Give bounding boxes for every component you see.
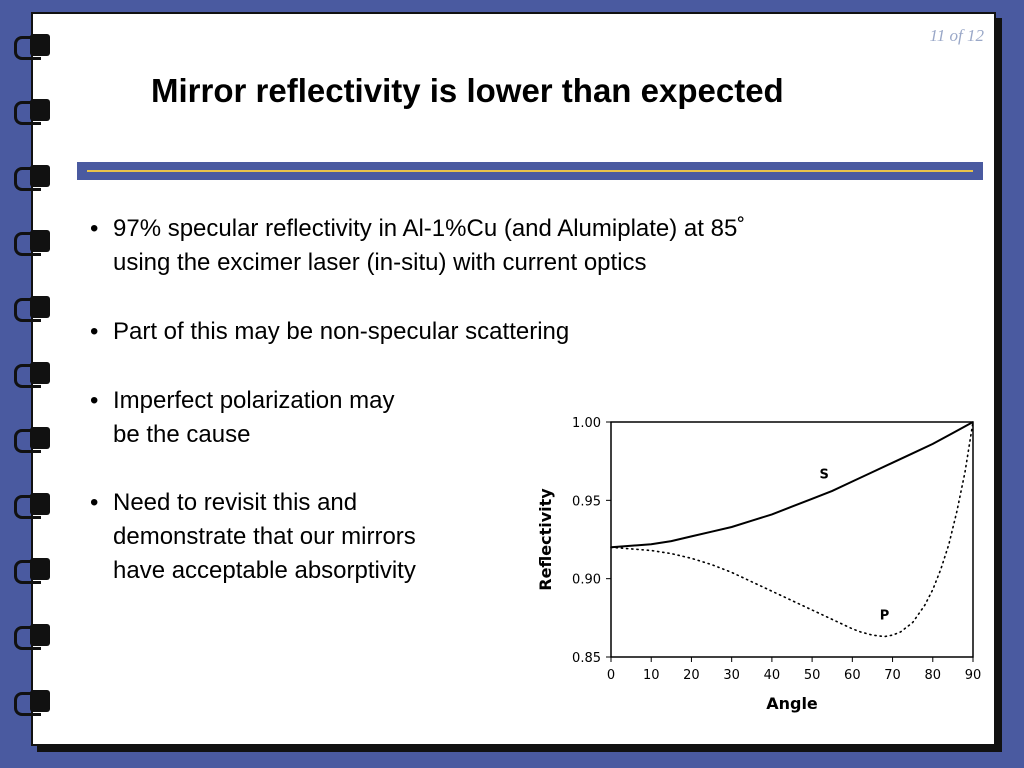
x-tick-label: 40 bbox=[764, 668, 781, 683]
bullet-line: Part of this may be non-specular scatter… bbox=[113, 318, 570, 345]
page-number: 11 of 12 bbox=[929, 26, 984, 45]
binder-ring-icon bbox=[12, 688, 52, 716]
x-tick-label: 30 bbox=[723, 668, 740, 683]
series-label-s: S bbox=[819, 467, 828, 482]
binder-ring-icon bbox=[12, 556, 52, 584]
x-tick-label: 0 bbox=[607, 668, 615, 683]
binder-ring-icon bbox=[12, 622, 52, 650]
x-tick-label: 10 bbox=[643, 668, 660, 683]
series-line-p bbox=[610, 421, 974, 638]
plot-frame bbox=[610, 421, 974, 658]
binder-ring-icon bbox=[12, 360, 52, 388]
bullet-item: Part of this may be non-specular scatter… bbox=[87, 315, 569, 349]
y-tick-label: 0.85 bbox=[572, 651, 601, 666]
x-tick-label: 60 bbox=[844, 668, 861, 683]
x-tick-label: 20 bbox=[683, 668, 700, 683]
series-line-s bbox=[610, 421, 974, 549]
slide-title: Mirror reflectivity is lower than expect… bbox=[151, 72, 784, 109]
binder-ring-icon bbox=[12, 32, 52, 60]
bullet-line: demonstrate that our mirrors bbox=[113, 523, 416, 550]
binder-ring-icon bbox=[12, 163, 52, 191]
y-tick-label: 1.00 bbox=[572, 416, 601, 431]
bullet-line: Need to revisit this and bbox=[113, 489, 358, 516]
bullet-item: Imperfect polarization may be the cause bbox=[87, 384, 394, 452]
y-tick-label: 0.90 bbox=[572, 573, 601, 588]
bullet-line: using the excimer laser (in-situ) with c… bbox=[113, 249, 647, 276]
y-axis-label: Reflectivity bbox=[536, 488, 555, 591]
binder-ring-icon bbox=[12, 425, 52, 453]
bullet-line: Imperfect polarization may bbox=[113, 387, 395, 414]
binder-ring-icon bbox=[12, 491, 52, 519]
bullet-item: Need to revisit this and demonstrate tha… bbox=[87, 486, 416, 588]
reflectivity-chart: 0 10 20 30 40 50 60 70 80 90 0.85 0.90 0.95 1.00 Angle… bbox=[536, 416, 982, 713]
y-tick-label: 0.95 bbox=[572, 494, 601, 509]
x-axis-label: Angle bbox=[766, 694, 818, 713]
title-rule bbox=[77, 162, 983, 180]
bullet-line: 97% specular reflectivity in Al-1%Cu (an… bbox=[113, 215, 746, 242]
binder-ring-icon bbox=[12, 294, 52, 322]
slide-page: 11 of 12 Mirror reflectivity is lower th… bbox=[31, 12, 996, 746]
series-label-p: P bbox=[880, 608, 890, 623]
bullet-item: 97% specular reflectivity in Al-1%Cu (an… bbox=[87, 212, 745, 280]
binder-ring-icon bbox=[12, 228, 52, 256]
title-rule-gold-line bbox=[87, 170, 973, 172]
x-tick-label: 70 bbox=[884, 668, 901, 683]
binder-rings bbox=[12, 30, 56, 730]
x-tick-label: 80 bbox=[925, 668, 942, 683]
binder-ring-icon bbox=[12, 97, 52, 125]
x-tick-label: 90 bbox=[965, 668, 982, 683]
bullet-line: have acceptable absorptivity bbox=[113, 557, 416, 584]
bullet-line: be the cause bbox=[113, 421, 251, 448]
x-tick-label: 50 bbox=[804, 668, 821, 683]
